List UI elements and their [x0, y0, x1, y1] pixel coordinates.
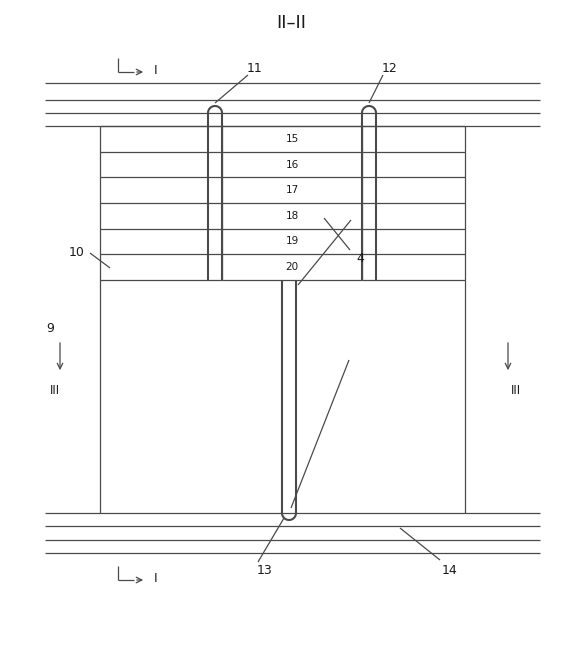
Text: 20: 20 — [285, 262, 299, 272]
Text: 19: 19 — [285, 237, 299, 246]
Text: 15: 15 — [285, 134, 299, 144]
Text: 18: 18 — [285, 211, 299, 221]
Text: 16: 16 — [285, 159, 299, 170]
Text: 4: 4 — [356, 251, 364, 264]
Text: III: III — [511, 384, 521, 397]
Text: II–II: II–II — [276, 14, 306, 32]
Text: 12: 12 — [382, 62, 398, 75]
Text: 13: 13 — [257, 564, 273, 577]
Text: I: I — [154, 65, 157, 78]
Text: 14: 14 — [442, 564, 458, 577]
Text: 10: 10 — [69, 246, 85, 259]
Text: III: III — [50, 384, 60, 397]
Text: 17: 17 — [285, 185, 299, 195]
Text: 11: 11 — [247, 62, 263, 75]
Text: 9: 9 — [46, 321, 54, 334]
Text: I: I — [154, 572, 157, 586]
